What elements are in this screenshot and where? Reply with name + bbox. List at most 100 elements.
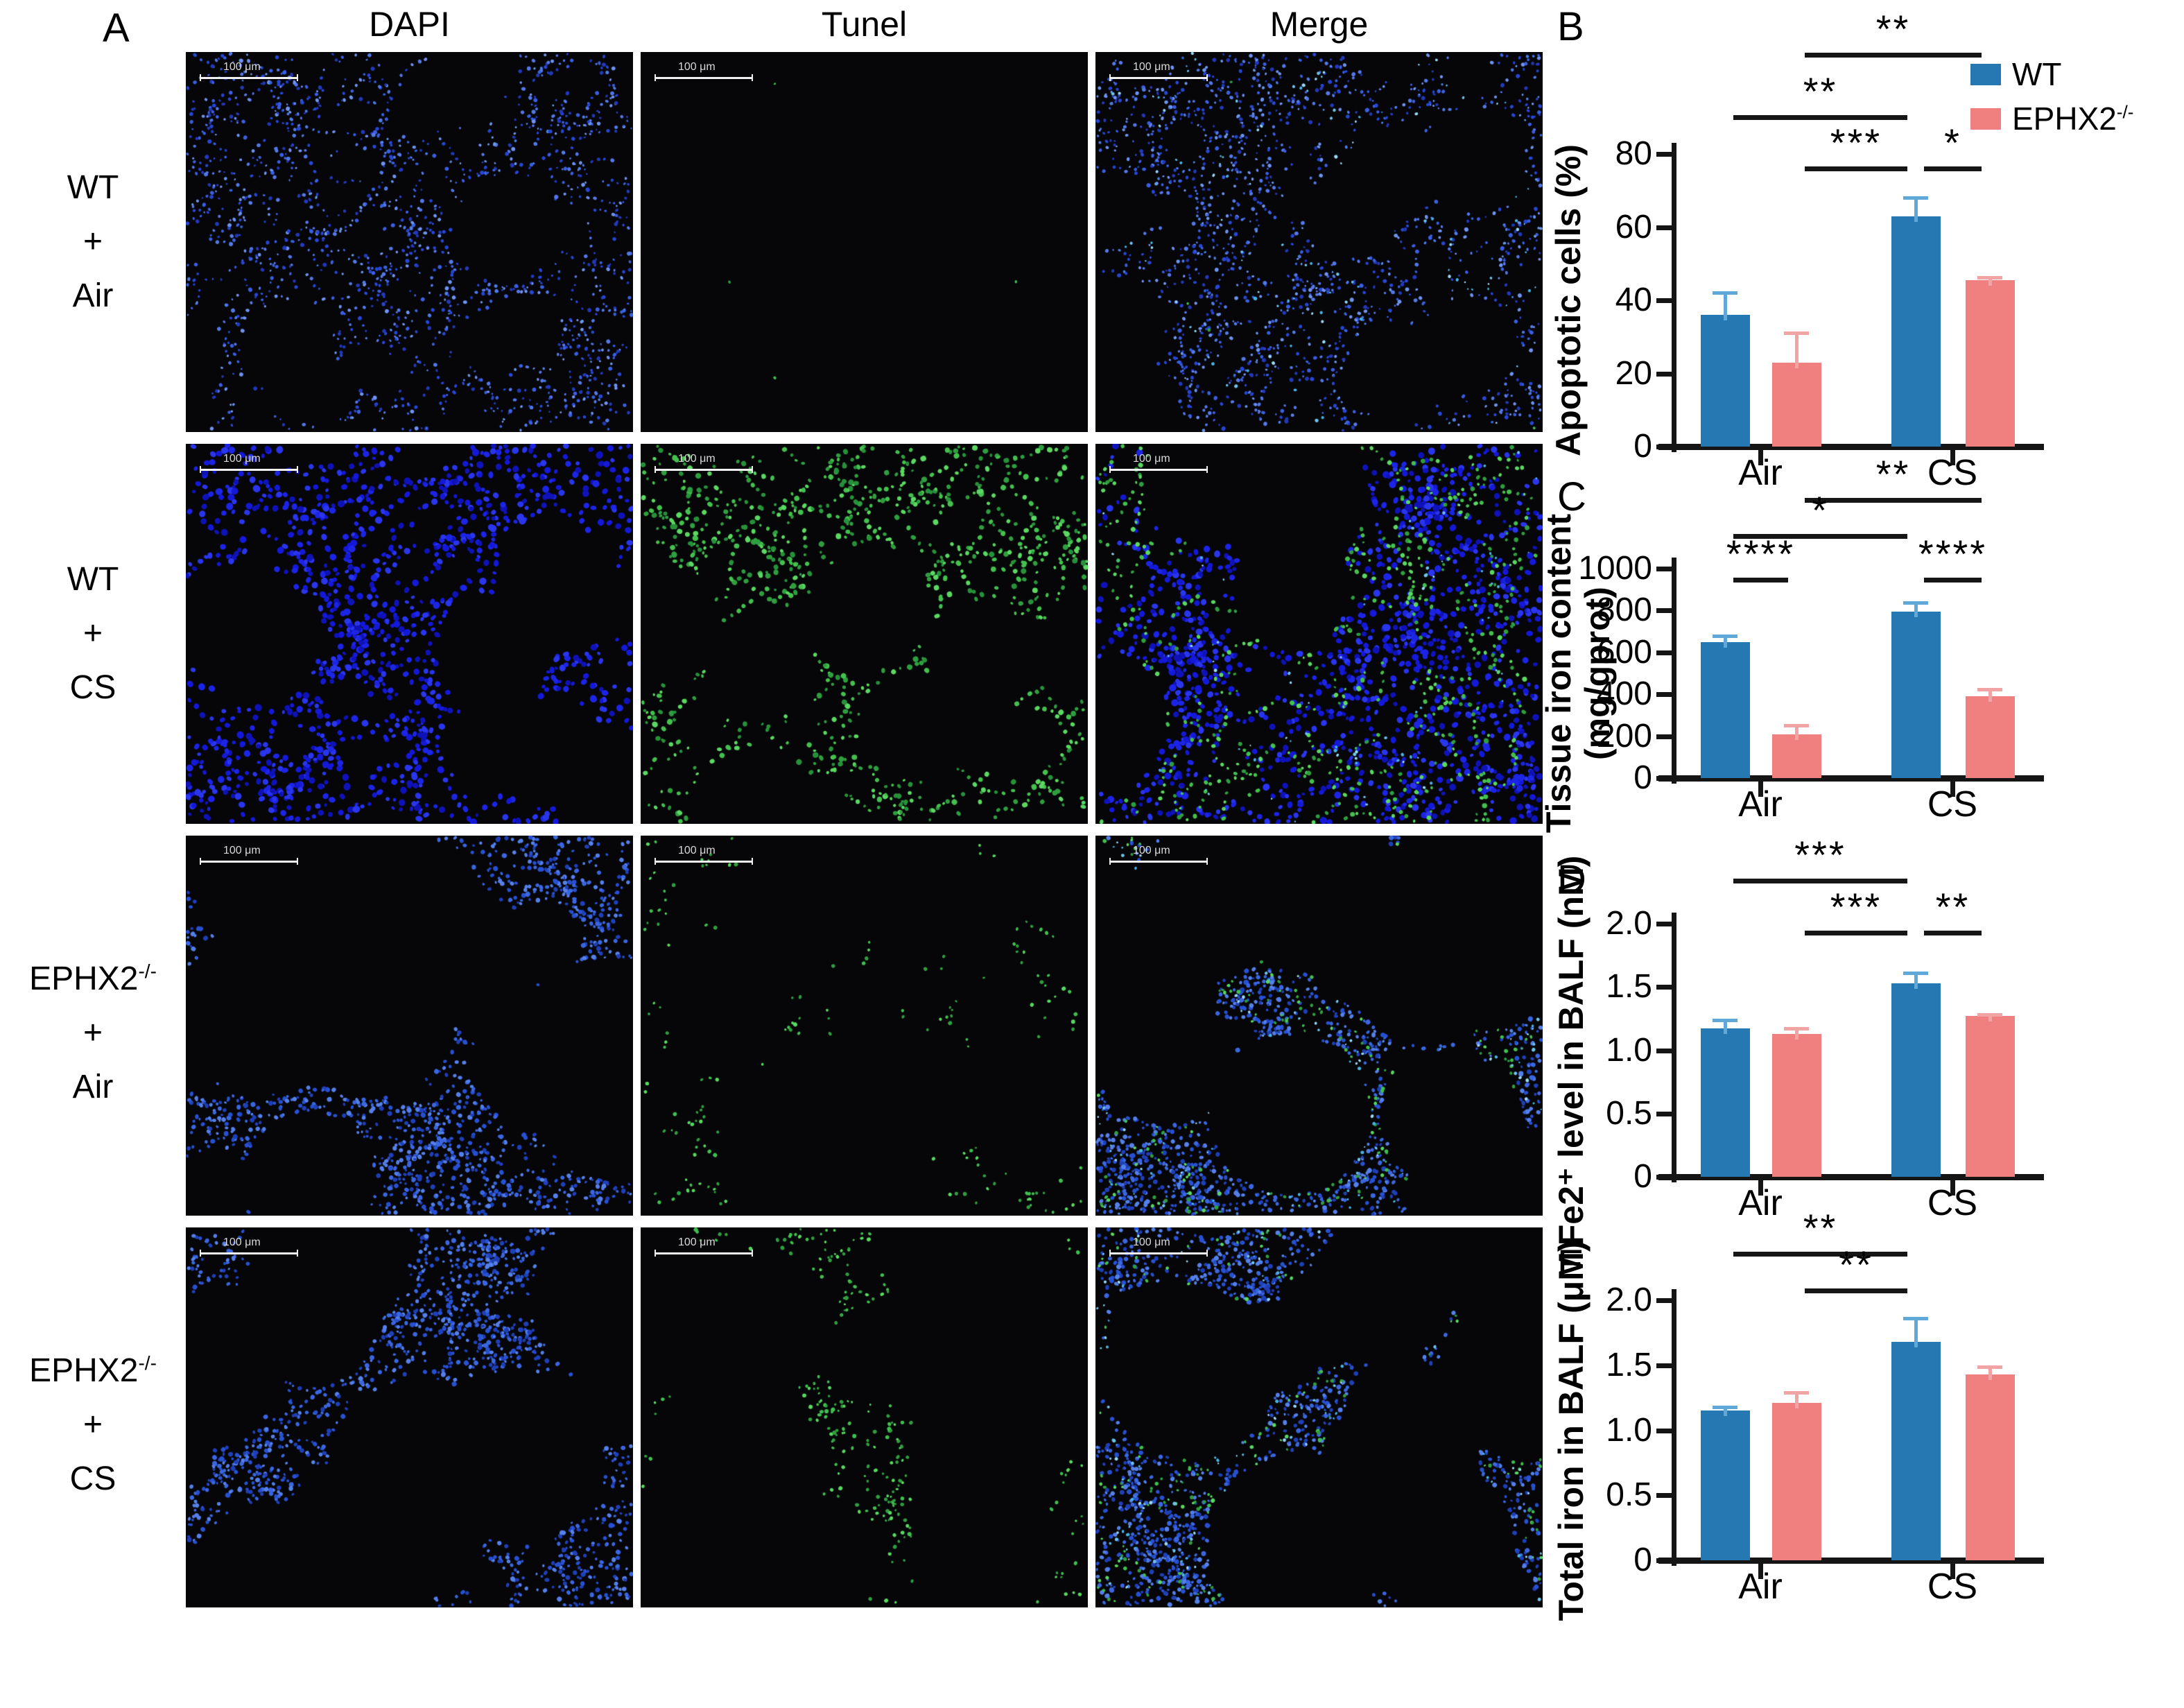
significance-stars-E: ** <box>1839 1243 1873 1286</box>
bar-E-wt-air <box>1700 1411 1750 1560</box>
scale-bar-label: 100 μm <box>1133 1236 1170 1248</box>
scale-bar: 100 μm <box>655 1237 753 1257</box>
x-tick-C <box>1758 782 1763 797</box>
panel-a-label: A <box>103 6 130 51</box>
scale-bar-label: 100 μm <box>678 1236 716 1248</box>
significance-stars-C: **** <box>1918 532 1988 576</box>
y-tick-label-D: 0 <box>1633 1158 1652 1195</box>
scale-bar-line <box>200 74 298 81</box>
row-label-ephx2-cs: EPHX2-/- + CS <box>0 1336 186 1506</box>
error-bar-stem <box>1988 277 1992 286</box>
row-label-plus: + <box>83 1406 103 1443</box>
significance-stars-D: *** <box>1794 833 1846 877</box>
y-tick-D <box>1656 1111 1672 1116</box>
y-tick-label-B: 0 <box>1633 428 1652 465</box>
x-tick-label-E-cs: CS <box>1927 1567 1978 1607</box>
y-tick-label-D: 1.5 <box>1606 968 1652 1006</box>
y-tick-C <box>1656 567 1672 571</box>
y-tick-C <box>1656 692 1672 698</box>
y-tick-C <box>1656 650 1672 655</box>
error-bar-stem <box>1795 333 1799 368</box>
column-header-tunel: Tunel <box>821 5 908 44</box>
scale-bar: 100 μm <box>1109 454 1208 473</box>
y-tick-B <box>1656 445 1672 449</box>
y-axis-D <box>1672 913 1676 1182</box>
legend-label-wt: WT <box>2012 56 2062 92</box>
x-tick-label-C-air: Air <box>1738 784 1783 825</box>
y-tick-label-C: 1000 <box>1578 550 1652 587</box>
error-bar-stem <box>1795 1028 1799 1040</box>
error-bar-stem <box>1795 725 1799 740</box>
x-tick-D <box>1950 1180 1955 1196</box>
scale-bar-line <box>1109 466 1208 473</box>
bar-B-ephx2-cs <box>1965 279 2015 447</box>
significance-stars-C: ** <box>1875 452 1911 496</box>
legend-label-ephx2: EPHX2-/- <box>2012 101 2134 137</box>
significance-stars-B: *** <box>1830 121 1882 164</box>
y-tick-label-E: 0 <box>1633 1542 1652 1578</box>
y-tick-label-C: 600 <box>1596 633 1652 671</box>
y-tick-B <box>1656 152 1672 157</box>
row-label-wt-air: WT + Air <box>0 161 186 323</box>
error-bar-stem <box>1724 293 1727 321</box>
y-tick-label-C: 200 <box>1596 717 1652 754</box>
x-axis-D <box>1658 1174 2044 1180</box>
scale-bar-label: 100 μm <box>223 61 261 73</box>
micrograph-ephx2-cs-dapi <box>186 1227 633 1607</box>
error-bar-cap <box>1713 635 1737 639</box>
significance-line-D <box>1805 931 1907 935</box>
error-bar-stem <box>1914 1318 1918 1347</box>
significance-line-E <box>1805 1288 1907 1293</box>
y-tick-D <box>1656 985 1672 990</box>
significance-line-B <box>1805 166 1907 171</box>
row-label-genotype: WT <box>67 561 119 598</box>
error-bar-cap <box>1903 196 1928 200</box>
y-tick-E <box>1656 1558 1672 1563</box>
significance-line-D <box>1733 879 1907 883</box>
y-tick-label-B: 60 <box>1615 208 1652 245</box>
error-bar-cap <box>1977 687 2002 691</box>
error-bar-cap <box>1784 1027 1809 1031</box>
y-tick-label-B: 40 <box>1615 282 1652 318</box>
error-bar-cap <box>1713 1405 1737 1409</box>
scale-bar-line <box>655 1250 753 1257</box>
scale-bar: 100 μm <box>200 454 298 473</box>
y-tick-B <box>1656 298 1672 303</box>
error-bar-stem <box>1724 636 1727 648</box>
panel-c-label: C <box>1557 474 1586 519</box>
row-label-genotype: EPHX2-/- <box>29 1352 157 1389</box>
scale-bar-line <box>200 858 298 865</box>
legend-item-ephx2: EPHX2-/- <box>1970 103 2133 135</box>
x-tick-B <box>1950 450 1955 465</box>
column-header-dapi: DAPI <box>369 5 450 44</box>
y-tick-C <box>1656 734 1672 739</box>
y-tick-label-B: 20 <box>1615 354 1652 392</box>
error-bar-cap <box>1903 601 1928 605</box>
x-axis-C <box>1658 775 2044 782</box>
scale-bar: 100 μm <box>1109 1237 1208 1257</box>
figure-root: { "panel_a": { "label": "A", "column_hea… <box>0 5 2134 1621</box>
bar-B-wt-cs <box>1891 216 1941 447</box>
significance-line-D <box>1924 931 1982 935</box>
bar-C-wt-cs <box>1891 611 1941 778</box>
significance-stars-B: ** <box>1875 7 1911 51</box>
significance-line-B <box>1805 53 1982 58</box>
x-tick-label-D-air: Air <box>1738 1183 1783 1223</box>
error-bar-cap <box>1784 1391 1809 1395</box>
bar-D-ephx2-air <box>1771 1033 1821 1177</box>
significance-line-C <box>1733 534 1907 539</box>
bar-E-ephx2-cs <box>1965 1374 2015 1560</box>
error-bar-cap <box>1903 972 1928 976</box>
error-bar-cap <box>1977 275 2002 279</box>
y-tick-C <box>1656 776 1672 781</box>
bar-C-wt-air <box>1700 641 1750 778</box>
error-bar-stem <box>1988 1366 1992 1380</box>
x-tick-label-D-cs: CS <box>1927 1183 1978 1223</box>
scale-bar-label: 100 μm <box>678 845 716 856</box>
y-tick-label-E: 1.0 <box>1606 1411 1652 1449</box>
row-label-genotype: EPHX2-/- <box>29 960 157 997</box>
scale-bar-line <box>1109 1250 1208 1257</box>
error-bar-cap <box>1977 1013 2002 1017</box>
significance-line-C <box>1924 578 1982 583</box>
y-tick-D <box>1656 922 1672 926</box>
